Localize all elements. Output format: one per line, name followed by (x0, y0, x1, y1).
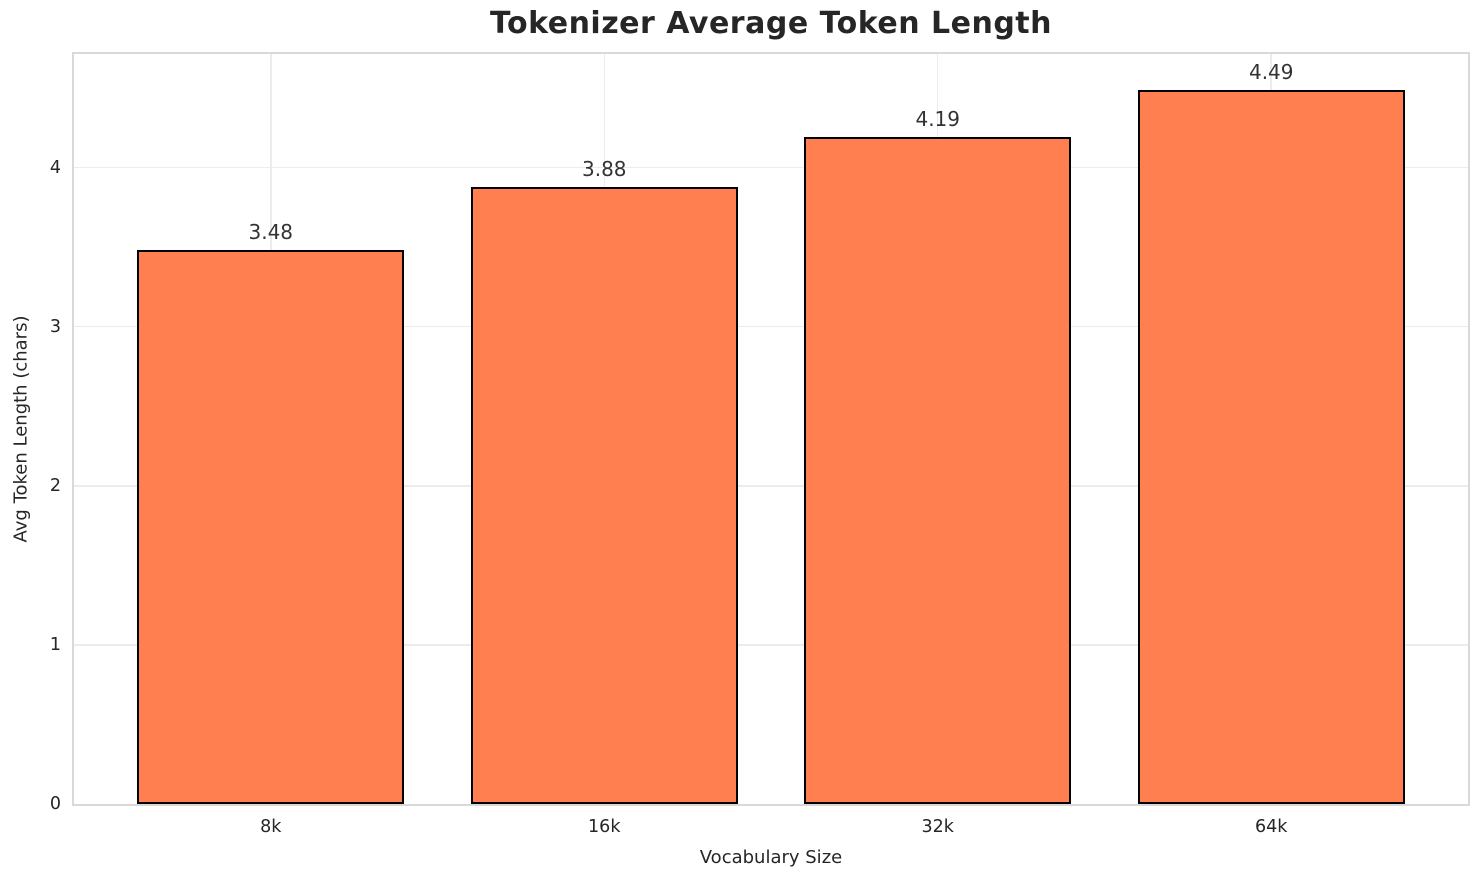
chart-title: Tokenizer Average Token Length (489, 6, 1052, 41)
x-tick-label-64k: 64k (1255, 817, 1288, 837)
x-axis-label: Vocabulary Size (699, 847, 843, 868)
y-axis-label: Avg Token Length (chars) (10, 315, 32, 543)
gridline-horizontal-2 (74, 485, 1468, 487)
gridline-horizontal-3 (74, 325, 1468, 328)
bar-value-label-64k: 4.49 (1248, 59, 1294, 84)
x-tick-label-8k: 8k (260, 817, 282, 837)
x-tick-label-32k: 32k (921, 817, 954, 837)
plot-area: 0 1 2 3 4 3.48 8k 3.88 16k 4.19 32k 4.49 64k (50, 52, 1470, 837)
bar-16k (470, 186, 738, 804)
bar-value-label-32k: 4.19 (915, 107, 960, 132)
bar-64k (1137, 89, 1405, 804)
y-tick-label-1: 1 (49, 634, 61, 655)
x-tick-label-16k: 16k (588, 817, 621, 837)
bar-value-label-16k: 3.88 (581, 156, 627, 181)
y-tick-label-0: 0 (49, 794, 61, 814)
bar-8k (137, 250, 405, 804)
y-tick-label-4: 4 (49, 157, 61, 178)
bar-value-label-8k: 3.48 (248, 220, 294, 245)
y-tick-label-3: 3 (49, 316, 61, 337)
gridline-horizontal-1 (74, 644, 1468, 646)
y-tick-label-2: 2 (49, 475, 61, 496)
gridline-horizontal-4 (74, 166, 1468, 169)
bar-32k (804, 137, 1072, 804)
